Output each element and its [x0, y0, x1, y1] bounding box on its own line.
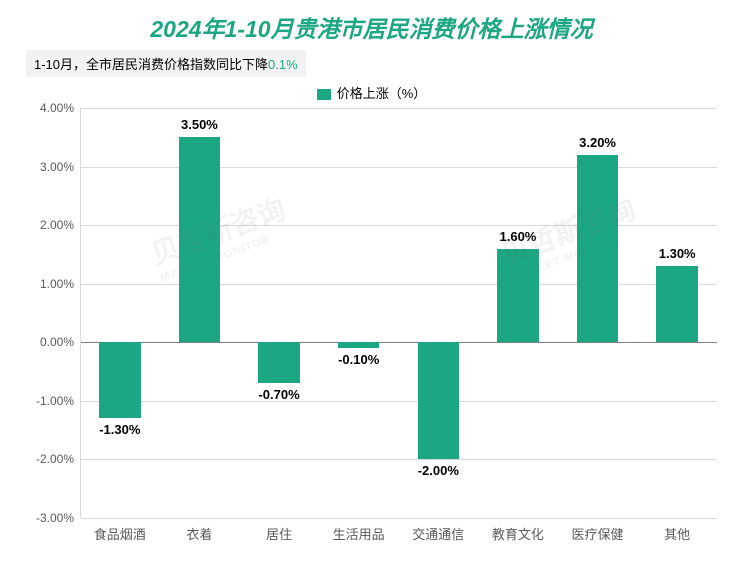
bar — [497, 249, 538, 343]
legend-swatch — [317, 89, 331, 100]
x-tick-label: 医疗保健 — [572, 524, 624, 543]
bar-value-label: -1.30% — [99, 422, 140, 437]
bar-slot: 1.60% — [478, 108, 558, 518]
bar-slot: 1.30% — [637, 108, 717, 518]
x-axis: 食品烟酒 衣着 居住 生活用品 交通通信 教育文化 医疗保健 其他 — [80, 518, 717, 548]
y-tick-label: 0.00% — [20, 335, 74, 349]
bar — [99, 342, 140, 418]
x-tick-label: 生活用品 — [333, 524, 385, 543]
bar — [338, 342, 379, 348]
bar — [179, 137, 220, 342]
bar — [656, 266, 697, 342]
x-tick-label: 交通通信 — [412, 524, 464, 543]
bar — [258, 342, 299, 383]
y-tick-label: 4.00% — [20, 101, 74, 115]
bar-value-label: -0.70% — [258, 387, 299, 402]
x-tick-label: 其他 — [664, 524, 690, 543]
bar-value-label: 3.50% — [181, 117, 218, 132]
bar-slot: -1.30% — [80, 108, 160, 518]
x-tick-label: 教育文化 — [492, 524, 544, 543]
y-tick-label: -3.00% — [20, 511, 74, 525]
x-tick-label: 居住 — [266, 524, 292, 543]
chart-title: 2024年1-10月贵港市居民消费价格上涨情况 — [20, 10, 723, 44]
legend: 价格上涨（%） — [20, 83, 723, 102]
y-tick-label: -1.00% — [20, 394, 74, 408]
bar-value-label: -0.10% — [338, 352, 379, 367]
x-tick-label: 食品烟酒 — [94, 524, 146, 543]
legend-label: 价格上涨（%） — [337, 86, 427, 101]
y-tick-label: 2.00% — [20, 218, 74, 232]
bar — [577, 155, 618, 342]
bar — [418, 342, 459, 459]
bar-value-label: 1.30% — [659, 246, 696, 261]
bar-slot: -2.00% — [399, 108, 479, 518]
bar-slot: -0.10% — [319, 108, 399, 518]
y-tick-label: 1.00% — [20, 277, 74, 291]
bar-slot: -0.70% — [239, 108, 319, 518]
y-tick-label: -2.00% — [20, 452, 74, 466]
bar-value-label: 1.60% — [500, 229, 537, 244]
subtitle-prefix: 1-10月，全市居民消费价格指数同比下降 — [34, 57, 268, 72]
y-tick-label: 3.00% — [20, 160, 74, 174]
x-tick-label: 衣着 — [186, 524, 212, 543]
subtitle-highlight: 0.1% — [268, 57, 298, 72]
bar-slot: 3.50% — [160, 108, 240, 518]
bar-value-label: -2.00% — [418, 463, 459, 478]
chart-container: 2024年1-10月贵港市居民消费价格上涨情况 1-10月，全市居民消费价格指数… — [0, 0, 743, 586]
bar-slot: 3.20% — [558, 108, 638, 518]
subtitle: 1-10月，全市居民消费价格指数同比下降0.1% — [26, 50, 306, 77]
bars-layer: -1.30% 3.50% -0.70% -0.10% -2.00% 1.60% 3.20% 1… — [80, 108, 717, 518]
y-axis: -3.00%-2.00%-1.00%0.00%1.00%2.00%3.00%4.… — [20, 108, 80, 518]
plot-area: -3.00%-2.00%-1.00%0.00%1.00%2.00%3.00%4.… — [20, 108, 723, 548]
bar-value-label: 3.20% — [579, 135, 616, 150]
